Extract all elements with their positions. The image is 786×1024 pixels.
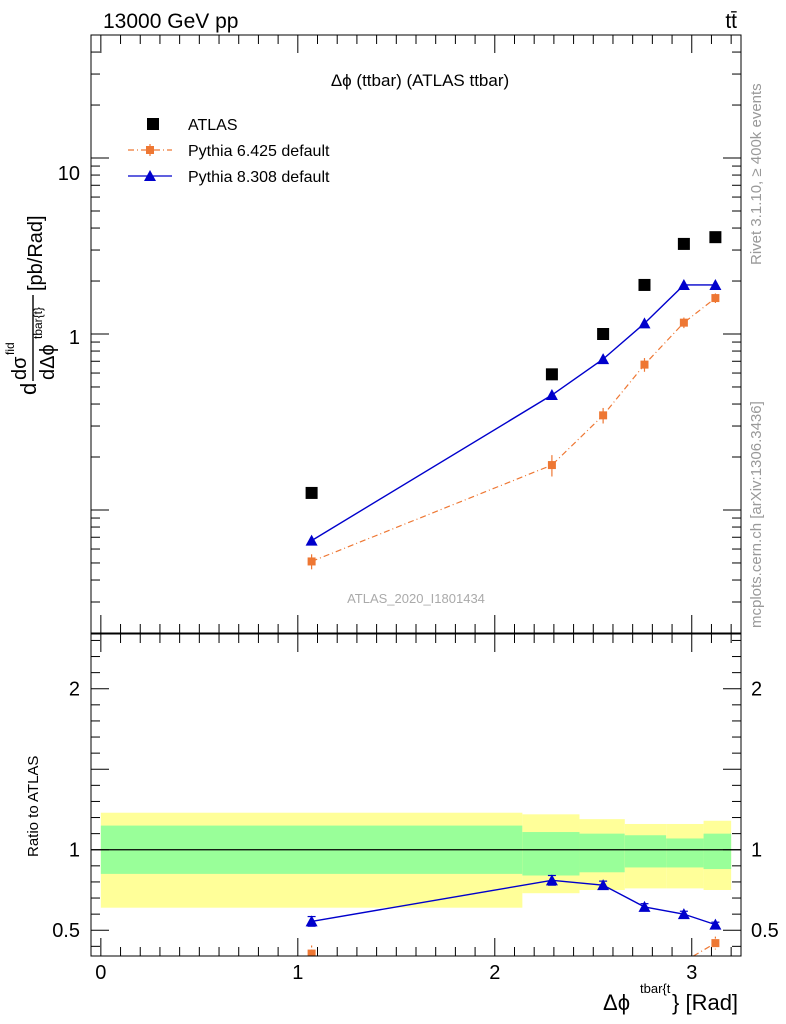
atlas-point	[545, 368, 558, 381]
pythia6-point	[679, 318, 688, 327]
ratio-pythia8-point	[677, 908, 690, 920]
main-frame	[90, 34, 742, 634]
green-band	[624, 835, 667, 868]
y-label-denominator: dΔϕ	[37, 344, 59, 380]
pythia8-point	[305, 534, 318, 546]
ratio-bands	[91, 812, 741, 908]
x-tick-label: 1	[292, 962, 303, 984]
atlas-point	[305, 486, 318, 499]
green-band	[522, 832, 580, 876]
pythia8-line	[311, 284, 716, 542]
ratio-y-tick-label-right: 1	[751, 840, 762, 862]
pythia6-point	[307, 557, 316, 566]
chart-title: Δϕ (ttbar) (ATLAS ttbar)	[331, 71, 509, 90]
green-band	[666, 838, 704, 868]
atlas-point	[638, 278, 651, 291]
main-series	[305, 231, 722, 570]
ratio-y-tick-label: 1	[69, 840, 80, 862]
ratio-panel: 0.5 0.5 1 1 2 2 0 1 2 3 Ratio to ATLAS Δϕ tbar{t …	[25, 633, 779, 1015]
pythia8-point	[597, 353, 610, 365]
atlas-point	[677, 237, 690, 250]
ratio-pythia8-point	[638, 900, 651, 912]
ratio-frame	[90, 633, 742, 957]
green-band	[579, 833, 625, 873]
source-label: mcplots.cern.ch [arXiv:1306.3436]	[748, 401, 765, 628]
ratio-pythia8-point	[305, 915, 318, 927]
green-band	[703, 833, 732, 870]
y-label-numerator: dσ	[9, 356, 31, 380]
ratio-pythia8-point	[709, 918, 722, 930]
pythia6-point	[711, 294, 720, 303]
ratio-y-tick-label-right: 0.5	[751, 920, 779, 942]
pythia6-point	[599, 411, 608, 420]
ratio-y-label: Ratio to ATLAS	[25, 756, 42, 857]
ratio-pythia6-point	[711, 939, 720, 948]
ratio-y-tick-label-right: 2	[751, 679, 762, 701]
x-tick-label: 0	[95, 962, 106, 984]
legend: ATLAS Pythia 6.425 default Pythia 8.308 …	[128, 117, 330, 186]
ratio-pythia8-point	[597, 879, 610, 891]
x-tick-label: 2	[489, 962, 500, 984]
pythia8-point	[545, 389, 558, 401]
legend-marker-pythia8	[144, 170, 156, 181]
atlas-point	[709, 231, 722, 244]
y-axis-label: d dσ fid dΔϕ tbar{t} [pb/Rad]	[3, 215, 59, 395]
pythia6-line	[311, 297, 716, 563]
x-tick-label: 3	[686, 962, 697, 984]
legend-marker-atlas	[147, 118, 159, 130]
legend-marker-pythia6	[146, 146, 154, 154]
legend-label-pythia6: Pythia 6.425 default	[188, 143, 330, 160]
legend-label-atlas: ATLAS	[188, 117, 238, 134]
ratio-y-tick-label: 2	[69, 679, 80, 701]
x-label-main: Δϕ	[603, 990, 630, 1015]
ratio-pythia6-line	[693, 942, 716, 957]
y-tick-label-1: 1	[69, 327, 80, 349]
pythia8-point	[709, 278, 722, 290]
main-axis-ticks	[91, 34, 741, 634]
x-label-sup: tbar{t	[640, 981, 671, 996]
ratio-series	[305, 874, 722, 957]
analysis-watermark: ATLAS_2020_I1801434	[347, 591, 485, 606]
ratio-axis-ticks: 0.5 0.5 1 1 2 2 0 1 2 3	[52, 634, 779, 984]
atlas-point	[597, 328, 610, 340]
ratio-y-tick-label: 0.5	[52, 920, 80, 942]
rivet-label: Rivet 3.1.10, ≥ 400k events	[748, 83, 765, 265]
x-axis-label: Δϕ tbar{t } [Rad]	[603, 981, 738, 1015]
svg-text:d: d	[16, 383, 41, 395]
y-tick-label-10: 10	[58, 163, 80, 185]
x-label-tail: } [Rad]	[672, 990, 738, 1015]
pythia8-point	[677, 278, 690, 290]
pythia6-point	[640, 360, 649, 369]
energy-label: 13000 GeV pp	[103, 10, 238, 33]
ratio-pythia8-point	[545, 874, 558, 886]
legend-label-pythia8: Pythia 8.308 default	[188, 169, 330, 186]
y-label-numerator-sup: fid	[3, 342, 17, 355]
y-label-denominator-sup: tbar{t}	[31, 307, 45, 339]
ratio-pythia6-point	[307, 949, 316, 956]
y-label-d: d	[16, 383, 41, 395]
pythia6-point	[547, 461, 556, 470]
pythia8-point	[638, 317, 651, 329]
process-label: tt̄	[725, 10, 737, 33]
ratio-pythia8-line	[311, 879, 716, 926]
y-label-units: [pb/Rad]	[25, 215, 47, 291]
main-panel: Δϕ (ttbar) (ATLAS ttbar) ATLAS_2020_I180…	[3, 34, 742, 634]
